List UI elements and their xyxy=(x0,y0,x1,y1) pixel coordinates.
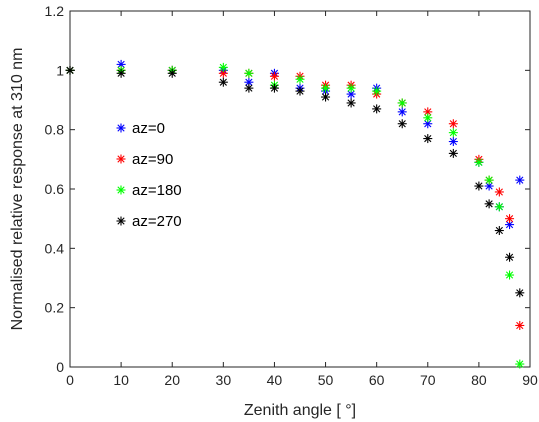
x-axis-label: Zenith angle [ °] xyxy=(244,402,356,419)
legend: az=0 az=90 az=180 az=270 xyxy=(116,120,182,230)
data-point xyxy=(269,83,279,93)
data-point xyxy=(346,89,356,99)
data-point xyxy=(218,77,228,87)
data-point xyxy=(397,107,407,117)
y-tick-label: 0.2 xyxy=(45,300,65,316)
data-point xyxy=(65,65,75,75)
x-tick-label: 80 xyxy=(471,372,487,388)
x-tick-label: 50 xyxy=(318,372,334,388)
data-point xyxy=(505,270,515,280)
data-point xyxy=(505,220,515,230)
data-point xyxy=(505,214,515,224)
data-point xyxy=(218,62,228,72)
data-point xyxy=(167,68,177,78)
data-point xyxy=(244,83,254,93)
data-point xyxy=(474,181,484,191)
legend-entry: az=180 xyxy=(132,182,182,199)
x-tick-label: 90 xyxy=(522,372,538,388)
plot-area xyxy=(69,10,531,368)
x-tick-label: 10 xyxy=(113,372,129,388)
legend-entry: az=0 xyxy=(132,120,165,137)
x-tick-label: 0 xyxy=(66,372,74,388)
data-point xyxy=(321,83,331,93)
x-tick-label: 60 xyxy=(369,372,385,388)
data-point xyxy=(295,74,305,84)
legend-marker xyxy=(116,216,126,226)
data-point xyxy=(372,104,382,114)
data-point xyxy=(372,86,382,96)
data-point xyxy=(423,113,433,123)
data-point xyxy=(484,175,494,185)
data-point xyxy=(515,359,525,369)
data-point xyxy=(116,68,126,78)
data-point xyxy=(448,137,458,147)
x-tick-label: 20 xyxy=(164,372,180,388)
x-tick-label: 70 xyxy=(420,372,436,388)
data-point xyxy=(244,68,254,78)
data-point xyxy=(321,92,331,102)
data-point xyxy=(494,202,504,212)
x-tick-label: 30 xyxy=(216,372,232,388)
data-point xyxy=(397,98,407,108)
data-point xyxy=(423,134,433,144)
data-point xyxy=(423,119,433,129)
y-axis-ticks: 0 0.2 0.4 0.6 0.8 1 1.2 xyxy=(45,3,530,375)
y-tick-label: 0 xyxy=(56,359,64,375)
data-point xyxy=(515,288,525,298)
legend-marker xyxy=(116,185,126,195)
data-point xyxy=(397,119,407,129)
legend-marker xyxy=(116,154,126,164)
data-point xyxy=(346,83,356,93)
data-point xyxy=(295,86,305,96)
data-point xyxy=(505,252,515,262)
data-point xyxy=(448,148,458,158)
data-point xyxy=(448,128,458,138)
y-tick-label: 0.4 xyxy=(45,240,65,256)
x-tick-label: 40 xyxy=(267,372,283,388)
data-point xyxy=(484,199,494,209)
data-point xyxy=(244,77,254,87)
data-point xyxy=(515,175,525,185)
data-point xyxy=(474,157,484,167)
data-point xyxy=(494,226,504,236)
data-point xyxy=(515,320,525,330)
legend-entry: az=90 xyxy=(132,151,173,168)
legend-marker xyxy=(116,123,126,133)
data-point xyxy=(269,71,279,81)
y-axis-label: Normalised relative response at 310 nm xyxy=(9,48,26,331)
y-tick-label: 1 xyxy=(56,62,64,78)
y-tick-label: 0.6 xyxy=(45,181,65,197)
data-point xyxy=(346,98,356,108)
data-points xyxy=(65,59,525,369)
data-point xyxy=(494,187,504,197)
legend-entry: az=270 xyxy=(132,213,182,230)
x-axis-ticks: 0 10 20 30 40 50 60 70 80 90 xyxy=(66,11,538,388)
y-tick-label: 1.2 xyxy=(45,3,65,19)
y-tick-label: 0.8 xyxy=(45,122,65,138)
data-point xyxy=(448,119,458,129)
series-az=270 xyxy=(65,65,525,298)
